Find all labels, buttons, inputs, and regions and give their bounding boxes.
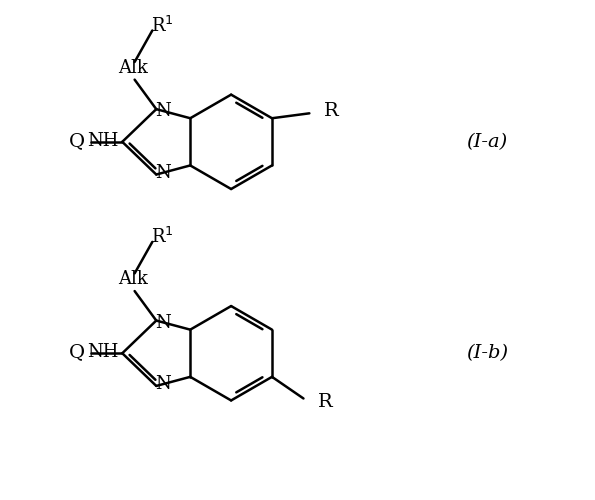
Text: R: R — [324, 102, 339, 120]
Text: (I-a): (I-a) — [466, 133, 508, 151]
Text: Q: Q — [69, 344, 85, 361]
Text: N: N — [155, 102, 171, 120]
Text: Alk: Alk — [118, 270, 148, 288]
Text: R: R — [318, 394, 333, 411]
Text: Alk: Alk — [118, 59, 148, 77]
Text: R$^1$: R$^1$ — [151, 227, 174, 247]
Text: (I-b): (I-b) — [466, 344, 508, 362]
Text: N: N — [155, 164, 171, 182]
Text: R$^1$: R$^1$ — [151, 16, 174, 36]
Text: Q: Q — [69, 132, 85, 150]
Text: N: N — [155, 375, 171, 393]
Text: NH: NH — [87, 344, 118, 361]
Text: NH: NH — [87, 132, 118, 150]
Text: N: N — [155, 314, 171, 332]
